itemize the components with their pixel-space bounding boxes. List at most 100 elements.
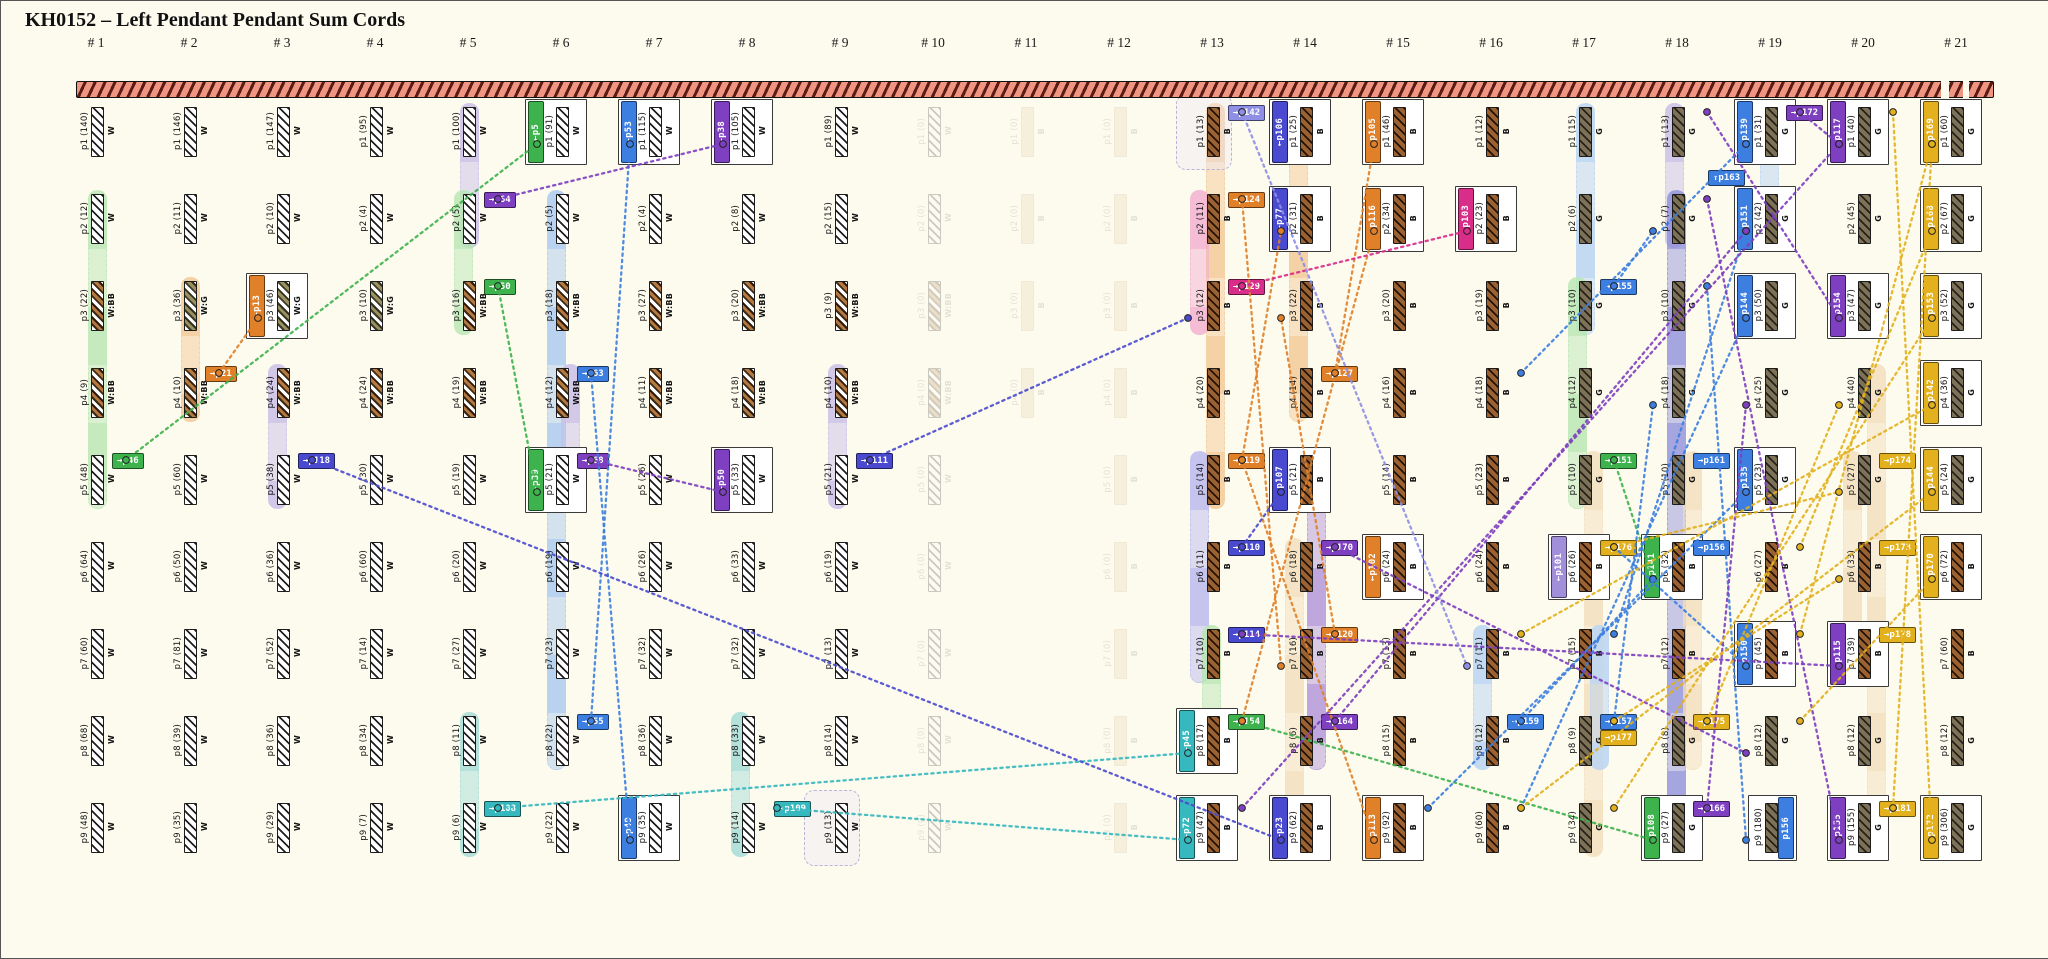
sum-link-tag[interactable]: →p177 [1600,730,1638,746]
pendant-knot-bar [1300,107,1313,157]
sum-link-tag[interactable]: ←p170 [1923,536,1939,598]
pendant-knot-bar [835,281,848,331]
pendant-knot-bar [556,194,569,244]
sum-link-tag[interactable]: →p111 [856,453,894,469]
pendant-knot-bar [1114,368,1127,418]
pendant-knot-bar [370,368,383,418]
page-title: KH0152 – Left Pendant Pendant Sum Cords [25,9,406,31]
pendant-knot-bar [1300,803,1313,853]
pendant-knot-bar [928,542,941,592]
sum-link-tag[interactable]: ←p107 [1272,449,1288,511]
pendant-knot-bar [928,194,941,244]
pendant-knot-bar [1486,107,1499,157]
sum-link-tag[interactable]: ←p45 [1179,710,1195,772]
pendant-knot-bar [928,107,941,157]
sum-link-tag[interactable]: →p166 [1693,801,1731,817]
pendant-knot-bar [184,803,197,853]
pendant-knot-bar [370,455,383,505]
sum-link-tag[interactable]: →p108 [484,801,522,817]
pendant-knot-bar [1858,629,1871,679]
pendant-knot-bar [1672,368,1685,418]
pendant-knot-bar [91,368,104,418]
sum-link-tag[interactable]: ←p108 [1644,797,1660,859]
pendant-knot-bar [835,194,848,244]
pendant-knot-bar [1114,455,1127,505]
sum-link-tag[interactable]: →p175 [1693,714,1731,730]
sum-link-tag[interactable]: ←p101 [1551,536,1567,598]
column-header: # 2 [180,35,198,50]
pendant-knot-bar [928,803,941,853]
pendant-knot-bar [556,629,569,679]
sum-link-tag[interactable]: ←p115 [1830,623,1846,685]
pendant-knot-bar [649,716,662,766]
pendant-knot-bar [928,368,941,418]
sum-link-tag[interactable]: ←p102 [1365,536,1381,598]
sum-link-tag[interactable]: ←p13 [249,275,265,337]
column-header: # 13 [1200,35,1224,50]
sum-link-tag[interactable]: →p172 [1786,105,1824,121]
pendant-knot-bar [1207,107,1220,157]
sum-link-tag[interactable]: ←p169 [1923,101,1939,163]
pendant-knot-bar [370,542,383,592]
sum-link-tag[interactable]: ←p103 [1458,188,1474,250]
sum-link-tag[interactable]: →p142 [1228,105,1266,121]
sum-link-tag[interactable]: ←p153 [1923,275,1939,337]
pendant-knot-bar [1486,455,1499,505]
sum-link-tag[interactable]: →p127 [1321,366,1359,382]
pendant-knot-bar [277,281,290,331]
pendant-knot-bar [1207,629,1220,679]
sum-link-tag[interactable]: →p181 [1879,801,1917,817]
sum-link-tag[interactable]: ←p38 [714,101,730,163]
pendant-knot-bar [556,455,569,505]
sum-link-tag[interactable]: →p124 [1228,192,1266,208]
pendant-knot-bar [370,803,383,853]
pendant-knot-bar [463,455,476,505]
sum-link-tag[interactable]: →p161 [1693,453,1731,469]
pendant-knot-bar [1300,455,1313,505]
ghost-outline [804,790,860,866]
pendant-knot-bar [1207,542,1220,592]
column-header: # 20 [1851,35,1875,50]
sum-link-tag[interactable]: ←p50 [714,449,730,511]
pendant-knot-bar [1765,629,1778,679]
column-header: # 3 [273,35,291,50]
pendant-knot-bar [1207,368,1220,418]
pendant-knot-bar [1393,107,1406,157]
sum-link-tag[interactable]: →p178 [1879,627,1917,643]
pendant-knot-bar [1300,281,1313,331]
pendant-knot-bar [835,107,848,157]
sum-link-tag[interactable]: →p156 [1693,540,1731,556]
sum-link-tag[interactable]: ←p142 [1923,362,1939,424]
pendant-knot-bar [1672,716,1685,766]
sum-link-tag[interactable]: →p174 [1879,453,1917,469]
sum-link-tag[interactable]: ←p72 [1179,797,1195,859]
sum-link-tag[interactable]: →p151 [1600,453,1638,469]
pendant-knot-bar [1951,107,1964,157]
sum-link-tag[interactable]: ←p77 [1272,188,1288,250]
sum-link-tag[interactable]: →p119 [1228,453,1266,469]
pendant-knot-bar [1207,455,1220,505]
column-header: # 12 [1107,35,1131,50]
sum-link-tag[interactable]: →p170 [1321,540,1359,556]
pendant-knot-bar [742,107,755,157]
sum-link-tag[interactable]: ←p117 [1830,101,1846,163]
pendant-knot-bar [742,803,755,853]
pendant-knot-bar [463,629,476,679]
pendant-knot-bar [463,368,476,418]
pendant-knot-bar [1300,716,1313,766]
sum-link-tag[interactable]: ←p144 [1737,275,1753,337]
sum-link-tag[interactable]: ←p172 [1923,797,1939,859]
sum-link-tag[interactable]: p156 [1778,797,1794,859]
sum-link-tag[interactable]: ←p105 [1365,101,1381,163]
pendant-knot-bar [370,629,383,679]
pendant-knot-bar [1114,542,1127,592]
sum-link-tag[interactable]: ←p23 [1272,797,1288,859]
sum-link-tag[interactable]: ←p113 [1365,797,1381,859]
sum-link-tag[interactable]: →p114 [1228,627,1266,643]
sum-link-tag[interactable]: ←p116 [1365,188,1381,250]
pendant-knot-bar [1021,194,1034,244]
sum-link-tag[interactable]: ←p106 [1272,101,1288,163]
pendant-knot-bar [1858,194,1871,244]
